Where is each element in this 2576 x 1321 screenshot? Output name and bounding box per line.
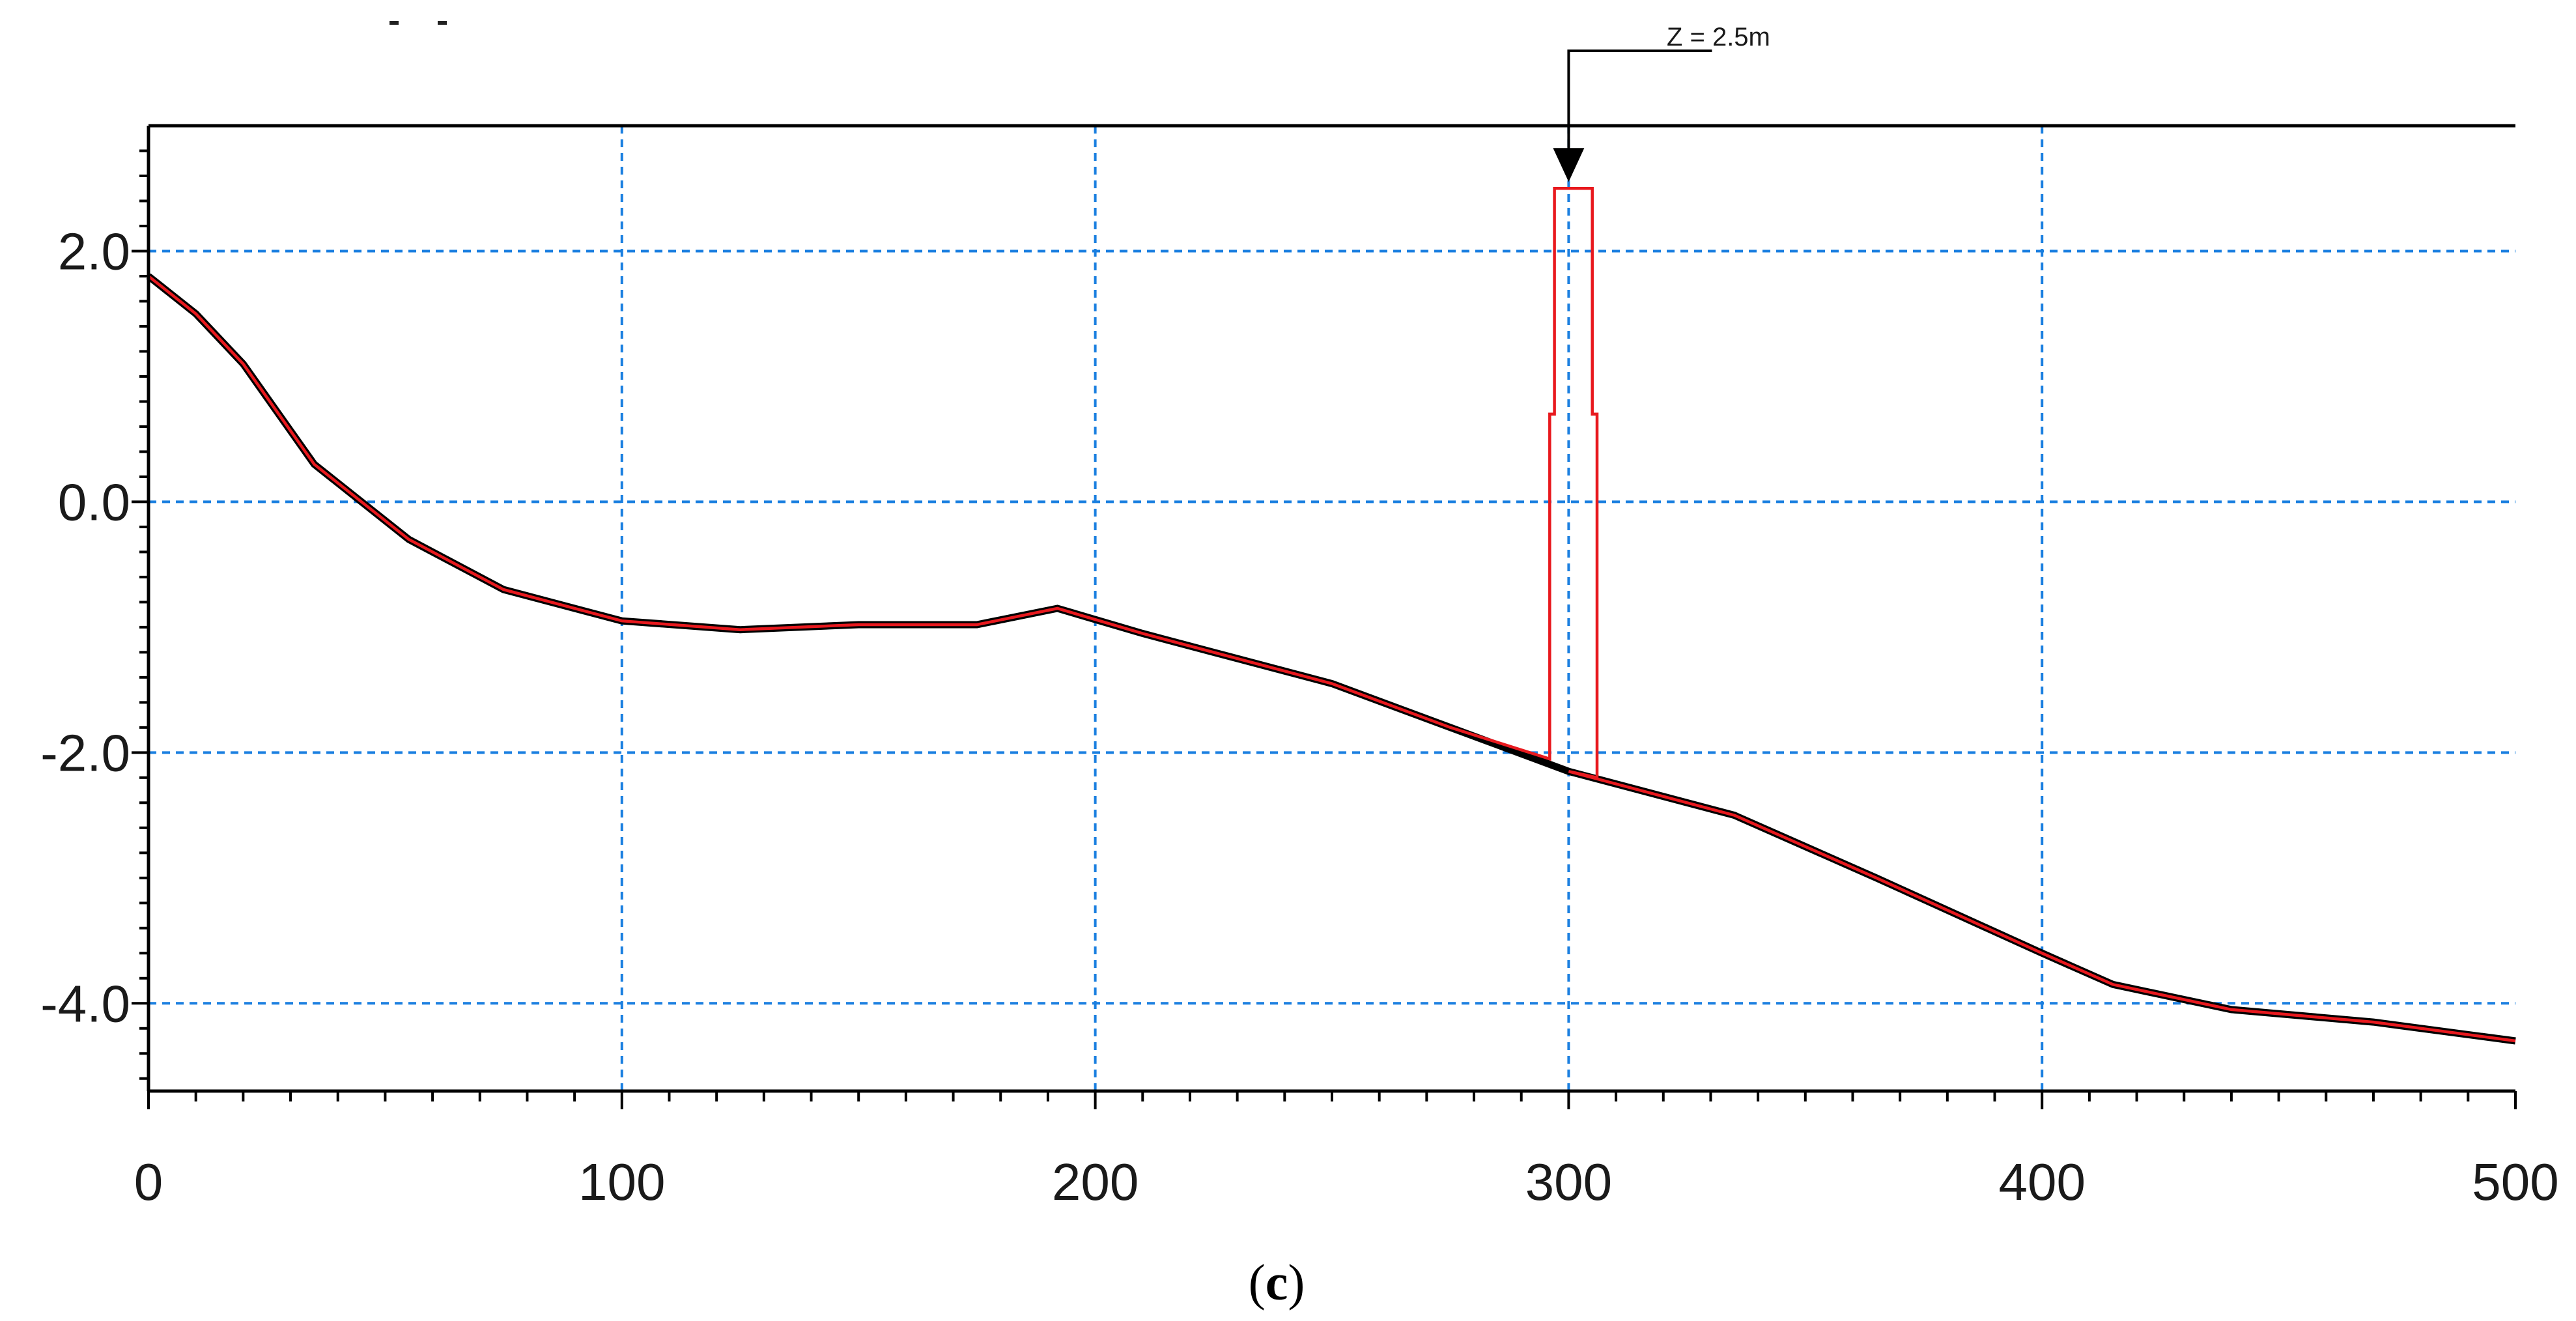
x-tick-label-200: 200 <box>1052 1153 1139 1211</box>
y-tick-label-0: 2.0 <box>58 222 130 280</box>
x-tick-label-0: 0 <box>134 1153 163 1211</box>
stray-mark-right <box>438 21 447 25</box>
caption-letter: c <box>1266 1254 1288 1311</box>
x-tick-label-500: 500 <box>2472 1153 2558 1211</box>
series-line-1 <box>147 186 2516 1043</box>
x-tick-label-300: 300 <box>1525 1153 1612 1211</box>
y-tick-label-2: -2.0 <box>40 724 130 782</box>
series-line-0 <box>146 273 2516 1045</box>
caption-close-paren: ) <box>1288 1254 1305 1311</box>
annotation-label: Z = 2.5m <box>1667 23 1770 51</box>
series-layer <box>146 186 2516 1045</box>
y-tick-label-1: 0.0 <box>58 473 130 531</box>
minor-ticks <box>132 149 2517 1109</box>
y-tick-labels: 2.0 0.0 -2.0 -4.0 <box>40 222 130 1032</box>
annotation-group: Z = 2.5m <box>1553 23 1770 182</box>
x-tick-labels: 0 100 200 300 400 500 <box>134 1153 2559 1211</box>
annotation-arrowhead <box>1553 148 1585 182</box>
x-tick-label-400: 400 <box>1998 1153 2085 1211</box>
axes <box>147 124 2515 1093</box>
caption-open-paren: ( <box>1249 1254 1266 1311</box>
annotation-leader-line <box>1567 50 1712 151</box>
grid-lines <box>149 126 2515 1091</box>
x-tick-label-100: 100 <box>578 1153 665 1211</box>
y-tick-label-3: -4.0 <box>40 974 130 1032</box>
figure-caption: (c) <box>1249 1254 1305 1311</box>
stray-mark-left <box>389 21 399 25</box>
